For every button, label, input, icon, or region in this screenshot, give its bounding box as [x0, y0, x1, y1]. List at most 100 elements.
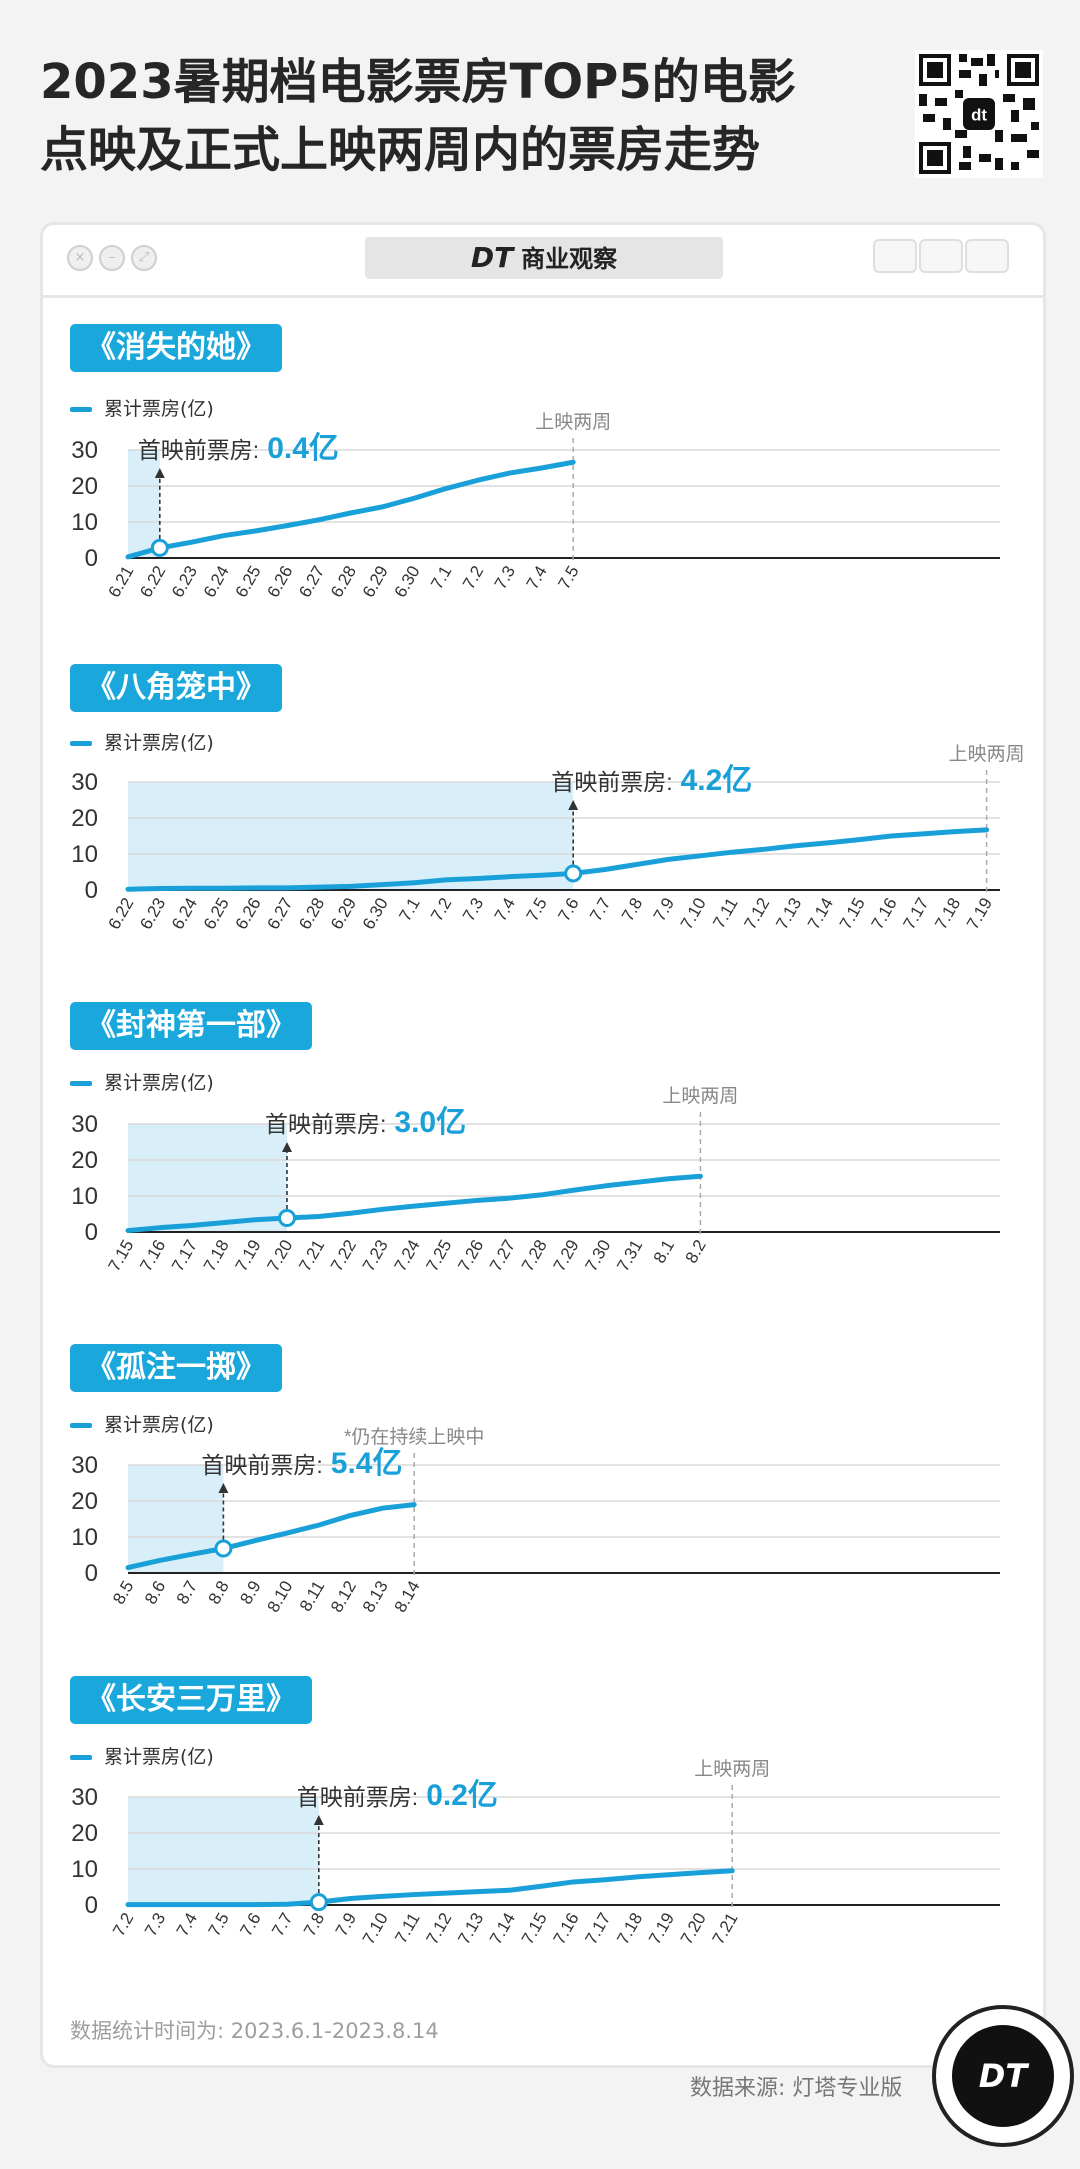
premiere-value: 3.0亿 — [394, 1106, 466, 1139]
y-tick-label: 30 — [71, 1784, 98, 1811]
premiere-label: 首映前票房: — [138, 437, 259, 463]
y-tick-label: 20 — [71, 1147, 98, 1174]
x-tick-label: 7.18 — [613, 1910, 646, 1948]
premiere-arrow-head — [568, 800, 579, 810]
x-tick-label: 7.11 — [709, 895, 741, 932]
x-tick-label: 6.23 — [136, 895, 169, 933]
x-tick-label: 7.6 — [554, 895, 582, 925]
x-tick-label: 6.27 — [295, 563, 328, 601]
x-tick-label: 7.15 — [104, 1237, 137, 1275]
y-tick-label: 20 — [71, 1820, 98, 1847]
x-tick-label: 7.5 — [205, 1910, 233, 1940]
x-tick-label: 6.28 — [295, 895, 328, 933]
premiere-label: 首映前票房: — [265, 1111, 386, 1137]
x-tick-label: 6.30 — [391, 563, 424, 601]
x-tick-label: 7.3 — [491, 563, 519, 593]
x-tick-label: 7.19 — [645, 1910, 678, 1948]
x-tick-label: 7.3 — [141, 1910, 169, 1940]
x-tick-label: 7.5 — [554, 563, 582, 593]
x-tick-label: 7.10 — [359, 1910, 392, 1948]
series-line — [125, 459, 576, 560]
movie-title-tag: 《八角笼中》 — [70, 664, 282, 712]
legend: 累计票房(亿) — [70, 1742, 214, 1769]
legend-label: 累计票房(亿) — [104, 1746, 214, 1768]
x-tick-label: 6.26 — [232, 895, 265, 933]
svg-text:dt: dt — [971, 105, 987, 124]
x-tick-label: 7.18 — [931, 895, 964, 933]
x-tick-label: 7.4 — [173, 1910, 201, 1940]
x-tick-label: 8.10 — [263, 1578, 296, 1616]
premiere-annotation: 首映前票房: 4.2亿 — [551, 764, 752, 797]
x-tick-label: 7.16 — [868, 895, 901, 933]
data-source: 数据来源: 灯塔专业版 — [690, 2076, 903, 2101]
legend-swatch — [70, 1755, 92, 1760]
x-tick-label: 7.27 — [486, 1237, 519, 1275]
x-tick-label: 7.9 — [650, 895, 678, 925]
series-line — [125, 1173, 703, 1234]
legend-swatch — [70, 1081, 92, 1086]
premiere-value: 4.2亿 — [681, 764, 753, 797]
x-tick-label: 7.17 — [899, 895, 932, 933]
x-tick-label: 7.7 — [586, 895, 614, 925]
x-tick-label: 7.25 — [422, 1237, 455, 1275]
y-tick-label: 0 — [85, 1892, 98, 1919]
y-tick-label: 10 — [71, 1524, 98, 1551]
x-tick-label: 7.29 — [550, 1237, 583, 1275]
x-tick-label: 7.17 — [581, 1910, 614, 1948]
y-tick-label: 10 — [71, 509, 98, 536]
x-tick-label: 6.22 — [136, 563, 169, 601]
x-tick-label: 7.15 — [836, 895, 869, 933]
window-icon — [965, 239, 1009, 273]
y-tick-label: 30 — [71, 1111, 98, 1138]
x-tick-label: 7.16 — [136, 1237, 169, 1275]
x-tick-label: 7.7 — [268, 1910, 296, 1940]
x-tick-label: 6.30 — [359, 895, 392, 933]
series-line — [125, 1502, 417, 1571]
premiere-point — [309, 1893, 328, 1912]
pre-release-shade — [128, 1797, 319, 1905]
maximize-icon: ⤢ — [131, 245, 157, 271]
x-tick-label: 8.2 — [682, 1237, 710, 1267]
brand-name: 商业观察 — [521, 245, 618, 273]
x-tick-label: 7.20 — [677, 1910, 710, 1948]
x-tick-label: 7.24 — [391, 1237, 424, 1275]
y-tick-label: 10 — [71, 841, 98, 868]
pre-release-shade — [128, 782, 574, 890]
page-title-line1: 2023暑期档电影票房TOP5的电影 — [40, 54, 796, 110]
premiere-annotation: 首映前票房: 3.0亿 — [265, 1106, 466, 1139]
box-office-chart: 0102030上映两周7.157.167.177.187.197.207.217… — [71, 1085, 1000, 1275]
x-tick-label: 7.2 — [459, 563, 487, 593]
legend-label: 累计票房(亿) — [104, 398, 214, 420]
x-tick-label: 6.23 — [168, 563, 201, 601]
x-tick-label: 7.5 — [523, 895, 551, 925]
x-tick-label: 6.28 — [327, 563, 360, 601]
box-office-chart: 0102030上映两周6.216.226.236.246.256.266.276… — [71, 411, 1000, 601]
x-tick-label: 7.8 — [300, 1910, 328, 1940]
legend-swatch — [70, 1423, 92, 1428]
page-title: 2023暑期档电影票房TOP5的电影 点映及正式上映两周内的票房走势 — [40, 48, 860, 184]
x-tick-label: 7.2 — [109, 1910, 137, 1940]
y-tick-label: 20 — [71, 805, 98, 832]
y-tick-label: 0 — [85, 1219, 98, 1246]
x-tick-label: 8.9 — [236, 1578, 264, 1608]
x-tick-label: 8.11 — [296, 1578, 328, 1615]
x-tick-label: 7.1 — [395, 895, 423, 925]
y-tick-label: 30 — [71, 1452, 98, 1479]
x-tick-label: 8.6 — [141, 1578, 169, 1608]
legend-swatch — [70, 741, 92, 746]
premiere-value: 0.4亿 — [267, 432, 339, 465]
x-tick-label: 7.3 — [459, 895, 487, 925]
x-tick-label: 8.8 — [205, 1578, 233, 1608]
premiere-arrow-head — [313, 1815, 324, 1825]
qr-code-icon: dt — [915, 50, 1043, 178]
x-tick-label: 6.24 — [200, 563, 233, 601]
premiere-point — [214, 1539, 233, 1558]
y-tick-label: 10 — [71, 1183, 98, 1210]
x-tick-label: 8.13 — [359, 1578, 392, 1616]
y-tick-label: 30 — [71, 437, 98, 464]
premiere-annotation: 首映前票房: 5.4亿 — [201, 1447, 402, 1480]
premiere-annotation: 首映前票房: 0.4亿 — [138, 432, 339, 465]
x-tick-label: 7.12 — [740, 895, 773, 933]
premiere-point — [564, 864, 583, 883]
